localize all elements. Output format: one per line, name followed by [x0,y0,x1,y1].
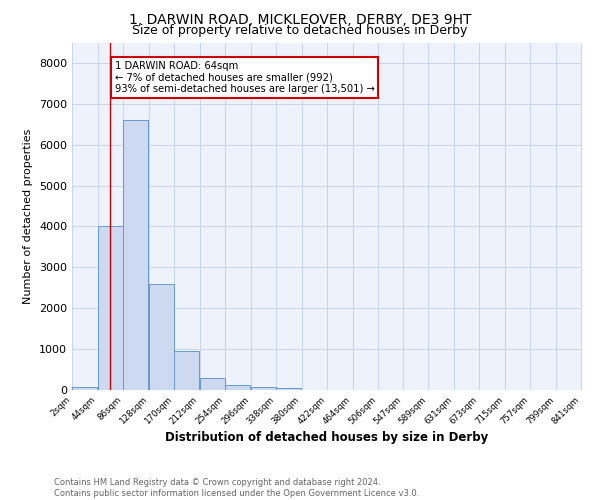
Bar [251,386,276,390]
Text: 1 DARWIN ROAD: 64sqm
← 7% of detached houses are smaller (992)
93% of semi-detac: 1 DARWIN ROAD: 64sqm ← 7% of detached ho… [115,61,374,94]
Bar [225,385,250,390]
Bar [149,284,174,390]
X-axis label: Distribution of detached houses by size in Derby: Distribution of detached houses by size … [166,432,488,444]
Bar [200,378,225,390]
Text: 1, DARWIN ROAD, MICKLEOVER, DERBY, DE3 9HT: 1, DARWIN ROAD, MICKLEOVER, DERBY, DE3 9… [129,12,471,26]
Bar [72,387,97,390]
Text: Size of property relative to detached houses in Derby: Size of property relative to detached ho… [133,24,467,37]
Text: Contains HM Land Registry data © Crown copyright and database right 2024.
Contai: Contains HM Land Registry data © Crown c… [54,478,419,498]
Bar [174,351,199,390]
Bar [98,226,123,390]
Y-axis label: Number of detached properties: Number of detached properties [23,128,34,304]
Bar [276,388,301,390]
Bar [123,120,148,390]
